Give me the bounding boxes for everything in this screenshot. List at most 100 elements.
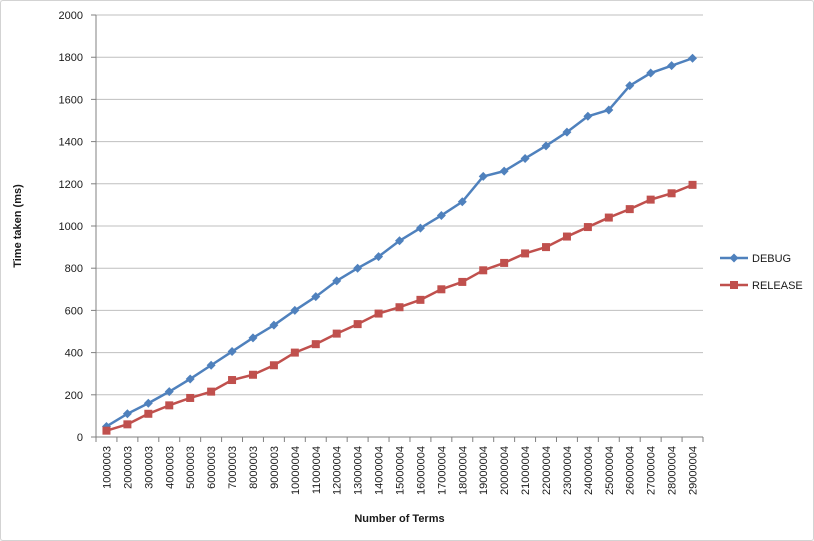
- marker-square-release: [290, 348, 299, 357]
- x-tick-label: 3000003: [143, 446, 155, 489]
- x-tick-label: 5000003: [185, 446, 197, 489]
- marker-diamond-debug: [164, 387, 174, 397]
- marker-square-release: [311, 340, 320, 349]
- marker-diamond-debug: [499, 166, 509, 176]
- x-tick-label: 19000004: [478, 446, 490, 495]
- marker-square-release: [395, 303, 404, 312]
- marker-square-release: [562, 232, 571, 241]
- x-tick-label: 13000004: [353, 446, 365, 495]
- x-tick-label: 1000003: [101, 446, 113, 489]
- y-tick-label: 1400: [59, 137, 83, 149]
- marker-square-release: [646, 195, 655, 204]
- marker-diamond-debug: [122, 409, 132, 419]
- x-tick-label: 7000003: [227, 446, 239, 489]
- x-tick-label: 17000004: [436, 446, 448, 495]
- y-tick-label: 600: [65, 305, 83, 317]
- y-tick-label: 1600: [59, 94, 83, 106]
- x-tick-label: 15000004: [395, 446, 407, 495]
- marker-diamond-debug: [520, 153, 530, 163]
- marker-square-release: [583, 223, 592, 232]
- y-tick-label: 400: [65, 348, 83, 360]
- marker-diamond-debug: [541, 141, 551, 151]
- marker-diamond-debug: [227, 347, 237, 357]
- marker-diamond-debug: [143, 398, 153, 408]
- x-tick-label: 27000004: [646, 446, 658, 495]
- x-tick-label: 28000004: [667, 446, 679, 495]
- x-tick-label: 26000004: [625, 446, 637, 495]
- marker-diamond-debug: [269, 320, 279, 330]
- marker-diamond-debug: [415, 223, 425, 233]
- marker-diamond-debug: [688, 53, 698, 63]
- marker-diamond-debug: [206, 360, 216, 370]
- marker-diamond-debug: [457, 197, 467, 207]
- marker-square-release: [248, 370, 257, 379]
- x-tick-label: 2000003: [122, 446, 134, 489]
- marker-square-release: [521, 249, 530, 258]
- marker-diamond-debug: [290, 305, 300, 315]
- marker-diamond-debug: [395, 236, 404, 246]
- marker-square-release: [416, 295, 425, 304]
- marker-diamond-debug: [185, 374, 195, 384]
- marker-square-release: [542, 243, 551, 252]
- legend-label-debug: DEBUG: [752, 253, 791, 265]
- x-tick-label: 9000003: [269, 446, 281, 489]
- marker-square-release: [625, 205, 634, 214]
- legend-label-release: RELEASE: [752, 280, 803, 292]
- marker-diamond-debug: [311, 292, 321, 302]
- y-tick-label: 2000: [59, 10, 83, 22]
- y-tick-label: 1000: [59, 221, 83, 233]
- marker-diamond-debug: [436, 210, 446, 220]
- marker-square-release: [353, 320, 362, 329]
- y-tick-label: 0: [77, 432, 83, 444]
- y-tick-label: 800: [65, 263, 83, 275]
- x-tick-label: 12000004: [332, 446, 344, 495]
- marker-diamond-debug: [248, 333, 258, 343]
- x-tick-label: 20000004: [499, 446, 511, 495]
- marker-square-release: [207, 387, 216, 396]
- x-tick-label: 4000003: [164, 446, 176, 489]
- x-tick-label: 14000004: [374, 446, 386, 495]
- marker-diamond-debug: [729, 253, 739, 263]
- marker-square-release: [688, 180, 697, 189]
- x-tick-label: 8000003: [248, 446, 260, 489]
- marker-square-release: [332, 329, 341, 338]
- marker-square-release: [667, 189, 676, 198]
- marker-square-release: [500, 258, 509, 267]
- x-tick-label: 10000004: [290, 446, 302, 495]
- x-tick-label: 11000004: [311, 446, 323, 494]
- marker-square-release: [123, 420, 132, 429]
- y-tick-label: 1800: [59, 52, 83, 64]
- marker-square-release: [458, 277, 467, 286]
- x-tick-label: 21000004: [520, 446, 532, 495]
- marker-square-release: [144, 409, 153, 418]
- x-tick-label: 16000004: [415, 446, 427, 495]
- x-axis-title: Number of Terms: [354, 513, 444, 525]
- marker-square-release: [228, 376, 237, 385]
- marker-diamond-debug: [332, 276, 342, 286]
- x-tick-label: 22000004: [541, 446, 553, 495]
- x-tick-label: 29000004: [688, 446, 700, 495]
- x-tick-label: 25000004: [604, 446, 616, 495]
- marker-diamond-debug: [374, 252, 384, 262]
- marker-square-release: [374, 309, 383, 318]
- marker-square-release: [479, 266, 488, 275]
- marker-square-release: [269, 361, 278, 370]
- y-tick-label: 200: [65, 390, 83, 402]
- marker-square-release: [730, 281, 738, 289]
- marker-diamond-debug: [667, 61, 677, 71]
- x-tick-label: 6000003: [206, 446, 218, 489]
- marker-diamond-debug: [646, 68, 656, 78]
- marker-square-release: [604, 213, 613, 222]
- y-tick-label: 1200: [59, 179, 83, 191]
- marker-diamond-debug: [583, 111, 593, 121]
- marker-diamond-debug: [604, 105, 614, 115]
- x-tick-label: 18000004: [457, 446, 469, 495]
- x-tick-label: 24000004: [583, 446, 595, 495]
- marker-square-release: [186, 393, 195, 402]
- marker-square-release: [102, 426, 111, 435]
- marker-diamond-debug: [625, 81, 635, 91]
- marker-diamond-debug: [353, 263, 363, 273]
- marker-diamond-debug: [478, 171, 488, 181]
